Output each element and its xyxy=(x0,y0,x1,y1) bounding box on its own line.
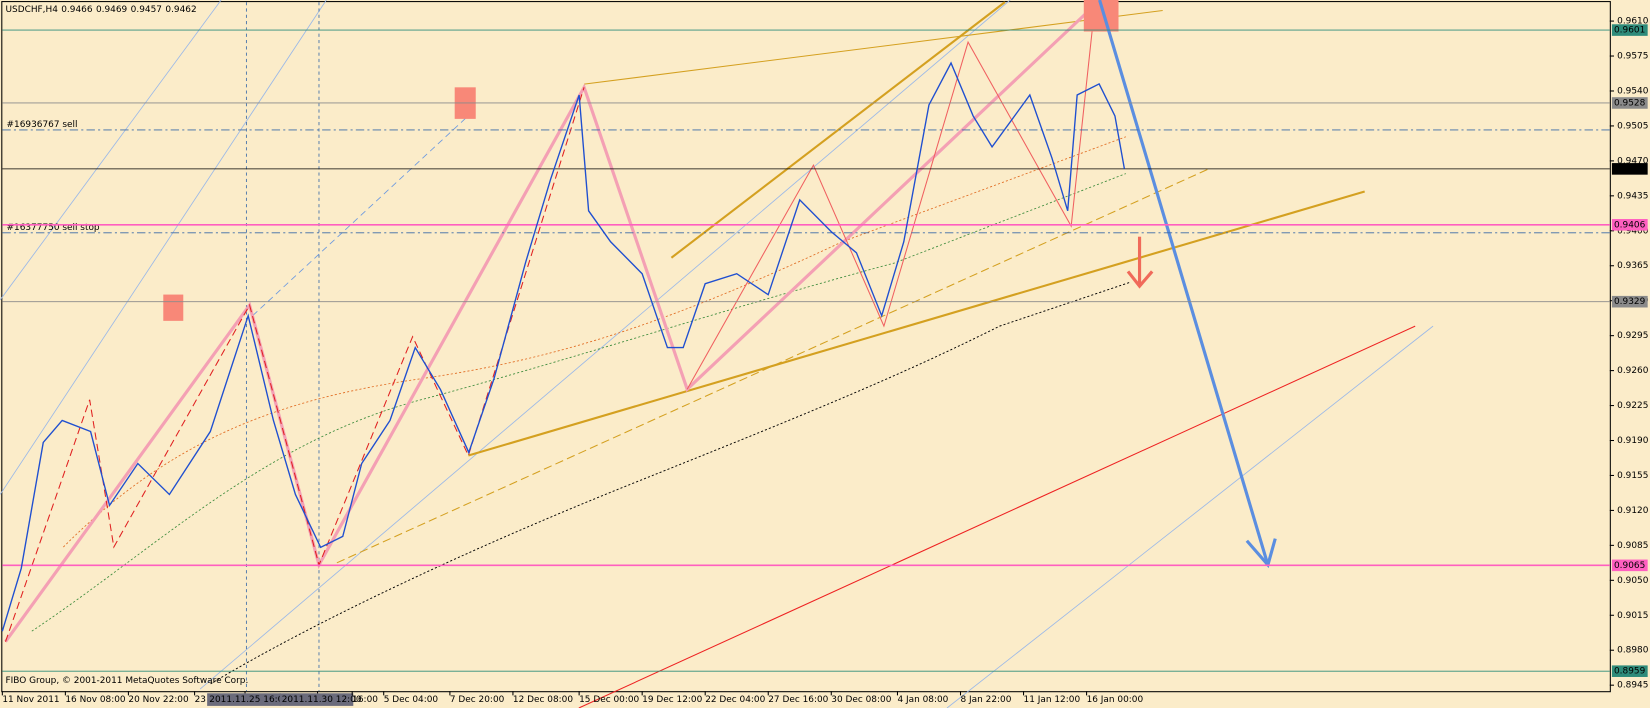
level-tag xyxy=(1611,219,1648,231)
x-tick-label: 16 Nov 08:00 xyxy=(65,695,126,705)
x-tick-label: 27 Dec 16:00 xyxy=(768,695,828,705)
y-tick-label: 0.9400 xyxy=(1617,226,1649,236)
y-tick-label: 0.9365 xyxy=(1617,261,1648,271)
x-tick-label: 4 Jan 08:00 xyxy=(897,695,948,705)
y-tick-label: 0.9050 xyxy=(1617,576,1649,586)
x-tick-label: 2011.11.25 16:00 xyxy=(209,695,289,705)
symbol-title: USDCHF,H4 xyxy=(5,5,58,15)
level-label: 0.9601 xyxy=(1614,26,1645,36)
level-tag xyxy=(1611,24,1648,36)
y-tick-label: 0.9575 xyxy=(1617,52,1648,62)
level-label: 0.9528 xyxy=(1614,98,1646,108)
crosshair-box xyxy=(207,693,281,706)
y-tick-label: 0.9120 xyxy=(1617,506,1649,516)
x-tick-label: 11 Nov 2011 xyxy=(2,695,59,705)
y-tick-label: 0.9540 xyxy=(1617,86,1649,96)
y-tick-label: 0.9295 xyxy=(1617,331,1648,341)
level-label: 0.8959 xyxy=(1614,667,1646,677)
y-tick-label: 0.9190 xyxy=(1617,436,1649,446)
x-tick-label: 5 Dec 04:00 xyxy=(384,695,439,705)
x-tick-label: 8 Jan 22:00 xyxy=(961,695,1012,705)
x-tick-label: 11 Jan 12:00 xyxy=(1024,695,1081,705)
x-tick-label: 19 Dec 12:00 xyxy=(642,695,702,705)
y-tick-label: 0.8945 xyxy=(1617,681,1648,691)
price-line xyxy=(1,61,1126,632)
level-label: 0.9329 xyxy=(1614,297,1646,307)
level-label: 0.9462 xyxy=(1614,164,1645,174)
y-tick-label: 0.9260 xyxy=(1617,366,1649,376)
x-tick-label: 22 Dec 04:00 xyxy=(705,695,765,705)
footer: FIBO Group, © 2001-2011 MetaQuotes Softw… xyxy=(5,676,248,686)
level-tag xyxy=(1611,163,1648,175)
level-tag xyxy=(1611,295,1648,308)
ohlc-value: 0.9469 xyxy=(96,5,128,15)
y-tick-label: 0.9470 xyxy=(1617,156,1649,166)
x-tick-label: 30 Dec 08:00 xyxy=(831,695,891,705)
x-tick-label: 20 Nov 22:00 xyxy=(128,695,189,705)
y-tick-label: 0.8980 xyxy=(1617,646,1649,656)
y-tick-label: 0.9225 xyxy=(1617,401,1648,411)
ohlc-value: 0.9462 xyxy=(165,5,196,15)
order-label: #16936767 sell xyxy=(7,120,78,130)
ohlc-value: 0.9466 xyxy=(61,5,93,15)
y-tick-label: 0.9015 xyxy=(1617,611,1648,621)
level-label: 0.9065 xyxy=(1614,561,1645,571)
x-tick-label: 15 Dec 00:00 xyxy=(579,695,639,705)
crosshair-box xyxy=(279,693,354,706)
ohlc-value: 0.9457 xyxy=(131,5,162,15)
y-tick-label: 0.9435 xyxy=(1617,191,1648,201)
x-tick-label: 7 Dec 20:00 xyxy=(450,695,505,705)
level-tag xyxy=(1611,559,1648,572)
level-label: 0.9406 xyxy=(1614,220,1646,230)
order-label: #16377750 sell stop xyxy=(7,223,100,233)
x-tick-label: 16:00 xyxy=(352,695,378,705)
y-tick-label: 0.9155 xyxy=(1617,471,1648,481)
y-tick-label: 0.9085 xyxy=(1617,541,1648,551)
y-tick-label: 0.9505 xyxy=(1617,121,1648,131)
y-tick-label: 0.9610 xyxy=(1617,17,1649,27)
x-tick-label: 2011.11.30 12:00 xyxy=(282,695,362,705)
level-tag xyxy=(1611,665,1648,677)
x-tick-label: 12 Dec 08:00 xyxy=(513,695,573,705)
x-tick-label: 16 Jan 00:00 xyxy=(1087,695,1144,705)
level-tag xyxy=(1611,97,1648,109)
x-tick-label: 23 xyxy=(195,695,206,705)
plot-frame xyxy=(1,1,1611,693)
